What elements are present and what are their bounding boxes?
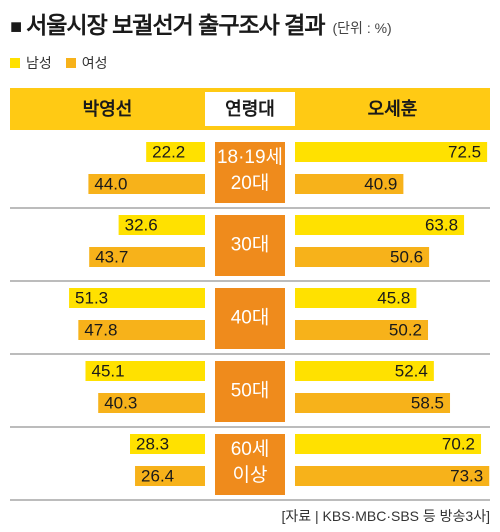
value-label-oh-male: 45.8 <box>377 288 410 307</box>
age-label: 60세 <box>231 438 270 460</box>
unit-label: (단위 : %) <box>332 20 392 36</box>
age-label: 30대 <box>231 234 270 256</box>
legend-item-female: 여성 <box>65 53 108 73</box>
value-label-park-female: 44.0 <box>94 174 127 193</box>
bar-park-female <box>98 393 205 413</box>
age-label-box <box>215 142 285 203</box>
bar-oh-male <box>295 361 434 381</box>
bar-park-female <box>89 247 205 267</box>
bar-oh-male <box>295 288 417 308</box>
age-label: 40대 <box>231 307 270 329</box>
value-label-oh-male: 70.2 <box>442 434 475 453</box>
bar-park-female <box>78 320 205 340</box>
age-label: 20대 <box>231 172 270 194</box>
chart-title-row: ■ 서울시장 보궐선거 출구조사 결과 (단위 : %) <box>10 6 392 42</box>
value-label-park-female: 40.3 <box>104 393 137 412</box>
header-age-group: 연령대 <box>225 99 275 119</box>
age-label-box <box>215 434 285 495</box>
legend-swatch-female <box>65 58 76 68</box>
value-label-park-female: 43.7 <box>95 247 128 266</box>
age-label-box <box>215 215 285 276</box>
header-left-candidate: 박영선 <box>83 99 133 119</box>
legend-label-male: 남성 <box>26 55 52 71</box>
value-label-park-female: 47.8 <box>84 320 117 339</box>
bar-oh-female <box>295 466 490 486</box>
bar-oh-female <box>295 393 451 413</box>
value-label-oh-male: 72.5 <box>448 142 481 161</box>
value-label-oh-female: 58.5 <box>411 393 444 412</box>
bar-oh-female <box>295 320 429 340</box>
bar-oh-female <box>295 247 430 267</box>
title-bullet-icon: ■ <box>10 16 23 38</box>
value-label-oh-female: 40.9 <box>364 174 397 193</box>
age-label-box <box>215 288 285 349</box>
value-label-oh-female: 50.6 <box>390 247 423 266</box>
value-label-park-male: 28.3 <box>136 434 169 453</box>
bar-oh-male <box>295 215 465 235</box>
bar-park-male <box>118 215 205 235</box>
value-label-oh-female: 50.2 <box>389 320 422 339</box>
value-label-park-male: 32.6 <box>125 215 158 234</box>
bar-oh-female <box>295 174 404 194</box>
header-right-candidate: 오세훈 <box>368 98 418 119</box>
bar-park-male <box>85 361 205 381</box>
age-label: 이상 <box>233 464 268 486</box>
value-label-park-male: 22.2 <box>152 142 185 161</box>
bar-park-male <box>130 434 205 454</box>
legend-label-female: 여성 <box>81 55 108 71</box>
value-label-oh-male: 52.4 <box>395 361 428 380</box>
value-label-park-female: 26.4 <box>141 466 174 485</box>
value-label-park-male: 51.3 <box>75 288 108 307</box>
source-note: [자료 | KBS·MBC·SBS 등 방송3사] <box>281 508 490 524</box>
legend-item-male: 남성 <box>10 53 52 73</box>
bar-park-male <box>69 288 206 308</box>
value-label-park-male: 45.1 <box>91 361 124 380</box>
value-label-oh-male: 63.8 <box>425 215 458 234</box>
header-center-box <box>205 92 295 126</box>
chart-title: 서울시장 보궐선거 출구조사 결과 <box>26 12 325 38</box>
age-label-box <box>215 361 285 422</box>
legend: 남성 여성 <box>10 52 122 74</box>
bar-oh-male <box>295 142 488 162</box>
bar-park-female <box>88 174 205 194</box>
bar-oh-male <box>295 434 482 454</box>
legend-swatch-male <box>10 58 20 68</box>
age-label: 18·19세 <box>217 146 283 168</box>
bar-park-male <box>146 142 205 162</box>
age-label: 50대 <box>231 380 270 402</box>
value-label-oh-female: 73.3 <box>450 466 483 485</box>
bar-park-female <box>135 466 205 486</box>
